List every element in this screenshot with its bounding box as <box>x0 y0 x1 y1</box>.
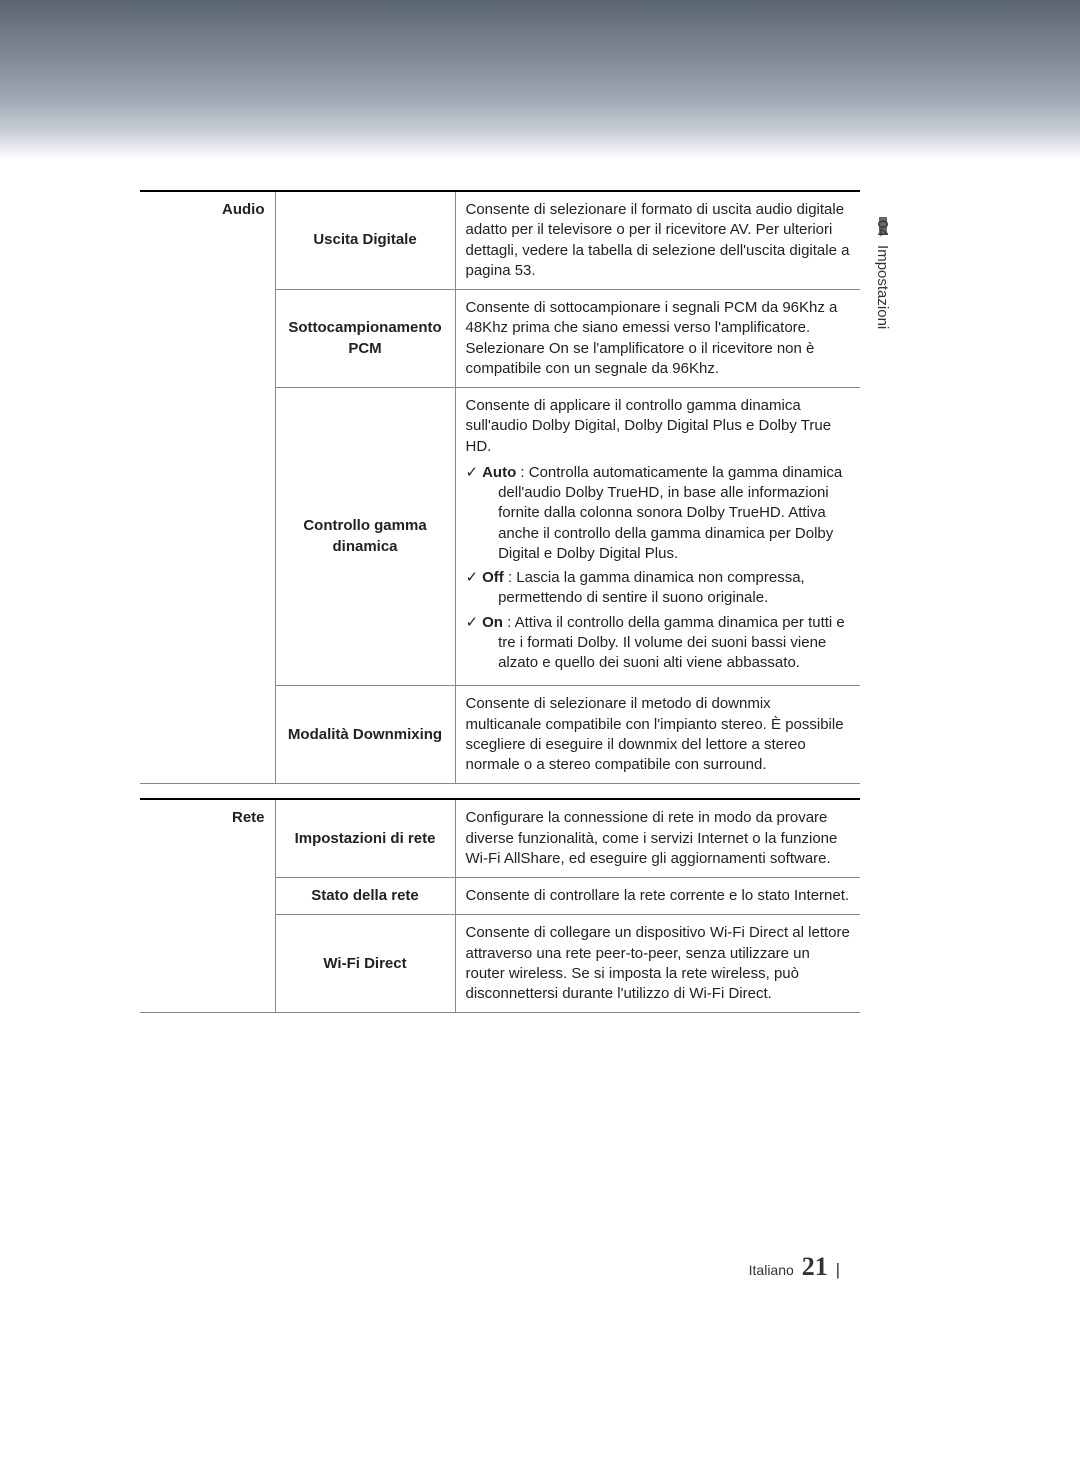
option-text: Off : Lascia la gamma dinamica non compr… <box>482 568 850 609</box>
side-tab-label: Impostazioni <box>874 245 891 329</box>
table-row: Sottocampionamento PCM Consente di sotto… <box>140 290 860 388</box>
option-desc: : Attiva il controllo della gamma dinami… <box>498 614 845 672</box>
header-banner <box>0 0 1080 160</box>
option-label: Off <box>482 569 504 586</box>
category-label: Rete <box>140 799 275 877</box>
setting-name: Wi-Fi Direct <box>275 915 455 1013</box>
content-area: Audio Uscita Digitale Consente di selezi… <box>0 160 1080 1013</box>
option-list: ✓ Auto : Controlla automaticamente la ga… <box>466 463 851 674</box>
side-tab: 04 Impostazioni <box>874 220 891 329</box>
table-row: Controllo gamma dinamica Consente di app… <box>140 388 860 686</box>
category-empty-cell <box>140 388 275 686</box>
footer-divider: | <box>836 1260 840 1279</box>
footer-language: Italiano <box>749 1262 794 1278</box>
option-text: Auto : Controlla automaticamente la gamm… <box>482 463 850 564</box>
category-empty-cell <box>140 915 275 1013</box>
description-text: Consente di applicare il controllo gamma… <box>466 397 832 455</box>
option-item: ✓ Auto : Controlla automaticamente la ga… <box>466 463 851 564</box>
category-label: Audio <box>140 191 275 290</box>
setting-name: Controllo gamma dinamica <box>275 388 455 686</box>
option-item: ✓ Off : Lascia la gamma dinamica non com… <box>466 568 851 609</box>
option-desc: : Controlla automaticamente la gamma din… <box>498 464 842 562</box>
table-row: Modalità Downmixing Consente di selezion… <box>140 686 860 784</box>
setting-name: Sottocampionamento PCM <box>275 290 455 388</box>
page-number: 21 <box>802 1252 828 1281</box>
check-icon: ✓ <box>466 613 479 674</box>
category-empty-cell <box>140 290 275 388</box>
setting-description: Consente di applicare il controllo gamma… <box>455 388 860 686</box>
option-label: Auto <box>482 464 516 481</box>
option-item: ✓ On : Attiva il controllo della gamma d… <box>466 613 851 674</box>
setting-name: Impostazioni di rete <box>275 799 455 877</box>
setting-description: Consente di collegare un dispositivo Wi-… <box>455 915 860 1013</box>
audio-settings-table: Audio Uscita Digitale Consente di selezi… <box>140 190 860 784</box>
table-row: Wi-Fi Direct Consente di collegare un di… <box>140 915 860 1013</box>
setting-name: Stato della rete <box>275 878 455 915</box>
check-icon: ✓ <box>466 568 479 609</box>
setting-description: Consente di sottocampionare i segnali PC… <box>455 290 860 388</box>
setting-description: Consente di selezionare il formato di us… <box>455 191 860 290</box>
network-settings-table: Rete Impostazioni di rete Configurare la… <box>140 798 860 1013</box>
setting-description: Consente di controllare la rete corrente… <box>455 878 860 915</box>
check-icon: ✓ <box>466 463 479 564</box>
setting-name: Modalità Downmixing <box>275 686 455 784</box>
side-tab-number: 04 <box>874 220 891 237</box>
category-empty-cell <box>140 686 275 784</box>
page-footer: Italiano 21 | <box>749 1252 840 1282</box>
option-label: On <box>482 614 503 631</box>
option-text: On : Attiva il controllo della gamma din… <box>482 613 850 674</box>
setting-description: Consente di selezionare il metodo di dow… <box>455 686 860 784</box>
table-row: Audio Uscita Digitale Consente di selezi… <box>140 191 860 290</box>
option-desc: : Lascia la gamma dinamica non compressa… <box>498 569 805 606</box>
table-row: Rete Impostazioni di rete Configurare la… <box>140 799 860 877</box>
setting-name: Uscita Digitale <box>275 191 455 290</box>
setting-description: Configurare la connessione di rete in mo… <box>455 799 860 877</box>
category-empty-cell <box>140 878 275 915</box>
table-row: Stato della rete Consente di controllare… <box>140 878 860 915</box>
